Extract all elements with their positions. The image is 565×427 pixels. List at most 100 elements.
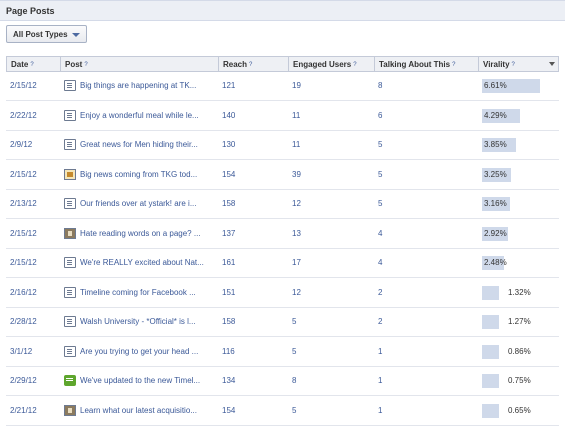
post-link[interactable]: We've updated to the new Timel... — [80, 376, 201, 385]
virality-bar — [482, 138, 516, 152]
virality-bar — [482, 108, 520, 123]
comment-icon — [64, 375, 76, 386]
status-icon — [64, 257, 76, 268]
table-row: 2/21/12 Learn what our latest acquisitio.… — [6, 397, 559, 426]
virality-value: 3.25% — [484, 169, 507, 179]
virality-value: 2.92% — [484, 228, 507, 238]
post-date: 3/1/12 — [10, 346, 33, 356]
post-date: 2/16/12 — [10, 287, 37, 297]
post-date: 2/9/12 — [10, 140, 33, 149]
table-row: 2/13/12 Our friends over at ystark! are i… — [6, 190, 559, 219]
post-link[interactable]: Our friends over at ystark! are i... — [80, 199, 197, 208]
video-icon — [64, 404, 76, 416]
virality-bar — [482, 197, 510, 211]
virality-bar — [482, 79, 540, 93]
post-link[interactable]: Timeline coming for Facebook ... — [80, 287, 196, 297]
reach-value: 158 — [222, 199, 236, 208]
post-link[interactable]: Enjoy a wonderful meal while le... — [80, 110, 199, 120]
engaged-users-value: 5 — [292, 317, 297, 326]
virality-value: 2.48% — [484, 258, 507, 267]
table-row: 2/16/12 Timeline coming for Facebook ... 1… — [6, 279, 559, 308]
reach-value: 130 — [222, 140, 236, 149]
post-link[interactable]: Big things are happening at TK... — [80, 81, 197, 90]
post-link[interactable]: Learn what our latest acquisitio... — [80, 405, 197, 415]
virality-value: 6.61% — [484, 81, 507, 90]
engaged-users-value: 11 — [292, 140, 301, 149]
virality-value: 3.85% — [484, 140, 507, 149]
virality-bar — [482, 315, 499, 329]
post-link[interactable]: Hate reading words on a page? ... — [80, 228, 201, 238]
virality-bar — [482, 374, 499, 388]
help-icon[interactable]: ? — [511, 62, 515, 68]
column-header-post-label: Post — [65, 60, 83, 69]
photo-icon — [64, 168, 76, 180]
talking-about-value: 5 — [378, 199, 383, 208]
chevron-down-icon — [72, 33, 80, 37]
engaged-users-value: 12 — [292, 199, 301, 208]
talking-about-value: 5 — [378, 169, 383, 179]
post-link[interactable]: Walsh University - *Official* is l... — [80, 317, 196, 326]
status-icon — [64, 316, 76, 327]
help-icon[interactable]: ? — [84, 62, 88, 68]
reach-value: 134 — [222, 376, 236, 385]
post-date: 2/15/12 — [10, 258, 37, 267]
help-icon[interactable]: ? — [353, 62, 357, 68]
engaged-users-value: 8 — [292, 376, 297, 385]
talking-about-value: 1 — [378, 376, 383, 385]
talking-about-value: 2 — [378, 287, 383, 297]
reach-value: 140 — [222, 110, 236, 120]
engaged-users-value: 11 — [292, 110, 301, 120]
virality-value: 4.29% — [484, 110, 507, 120]
engaged-users-value: 5 — [292, 405, 297, 415]
section-header: Page Posts — [0, 0, 565, 21]
reach-value: 161 — [222, 258, 236, 267]
help-icon[interactable]: ? — [249, 62, 253, 68]
post-link[interactable]: Are you trying to get your head ... — [80, 346, 199, 356]
column-header-engaged-label: Engaged Users — [293, 60, 352, 69]
reach-value: 154 — [222, 405, 236, 415]
post-date: 2/22/12 — [10, 110, 37, 120]
table-row: 2/15/12 Big things are happening at TK...… — [6, 72, 559, 101]
help-icon[interactable]: ? — [452, 62, 456, 68]
help-icon[interactable]: ? — [30, 62, 34, 68]
talking-about-value: 8 — [378, 81, 383, 90]
reach-value: 116 — [222, 346, 235, 356]
table-row: 2/15/12 We're REALLY excited about Nat...… — [6, 249, 559, 278]
column-header-talking-label: Talking About This — [379, 60, 451, 69]
column-header-date-label: Date — [11, 60, 29, 69]
reach-value: 137 — [222, 228, 236, 238]
post-link[interactable]: Big news coming from TKG tod... — [80, 169, 198, 179]
virality-value: 1.32% — [508, 287, 531, 297]
status-icon — [64, 109, 76, 121]
post-type-filter-dropdown[interactable]: All Post Types — [6, 25, 87, 43]
post-date: 2/21/12 — [10, 405, 37, 415]
table-header: Date? Post? Reach? Engaged Users? Talkin… — [6, 56, 559, 72]
engaged-users-value: 19 — [292, 81, 301, 90]
status-icon — [64, 139, 76, 150]
table-row: 2/28/12 Walsh University - *Official* is … — [6, 308, 559, 337]
virality-value: 3.16% — [484, 199, 507, 208]
column-header-reach-label: Reach — [223, 60, 248, 69]
column-header-date[interactable]: Date? — [7, 57, 61, 71]
talking-about-value: 4 — [378, 258, 383, 267]
sort-descending-icon[interactable] — [549, 62, 555, 66]
status-icon — [64, 198, 76, 209]
engaged-users-value: 39 — [292, 169, 301, 179]
table-row: 2/15/12 Big news coming from TKG tod... 15… — [6, 161, 559, 190]
talking-about-value: 5 — [378, 140, 383, 149]
post-link[interactable]: Great news for Men hiding their... — [80, 140, 198, 149]
column-header-virality[interactable]: Virality? — [479, 57, 560, 71]
column-header-engaged-users[interactable]: Engaged Users? — [289, 57, 375, 71]
talking-about-value: 1 — [378, 346, 383, 356]
column-header-post[interactable]: Post? — [61, 57, 219, 71]
table-row: 2/9/12 Great news for Men hiding their...… — [6, 131, 559, 160]
column-header-talking-about-this[interactable]: Talking About This? — [375, 57, 479, 71]
post-link[interactable]: We're REALLY excited about Nat... — [80, 258, 204, 267]
post-date: 2/13/12 — [10, 199, 37, 208]
column-header-reach[interactable]: Reach? — [219, 57, 289, 71]
virality-value: 1.27% — [508, 317, 531, 326]
video-icon — [64, 227, 76, 239]
virality-bar — [482, 256, 504, 270]
post-date: 2/15/12 — [10, 169, 37, 179]
table-row: 3/1/12 Are you trying to get your head ..… — [6, 338, 559, 367]
